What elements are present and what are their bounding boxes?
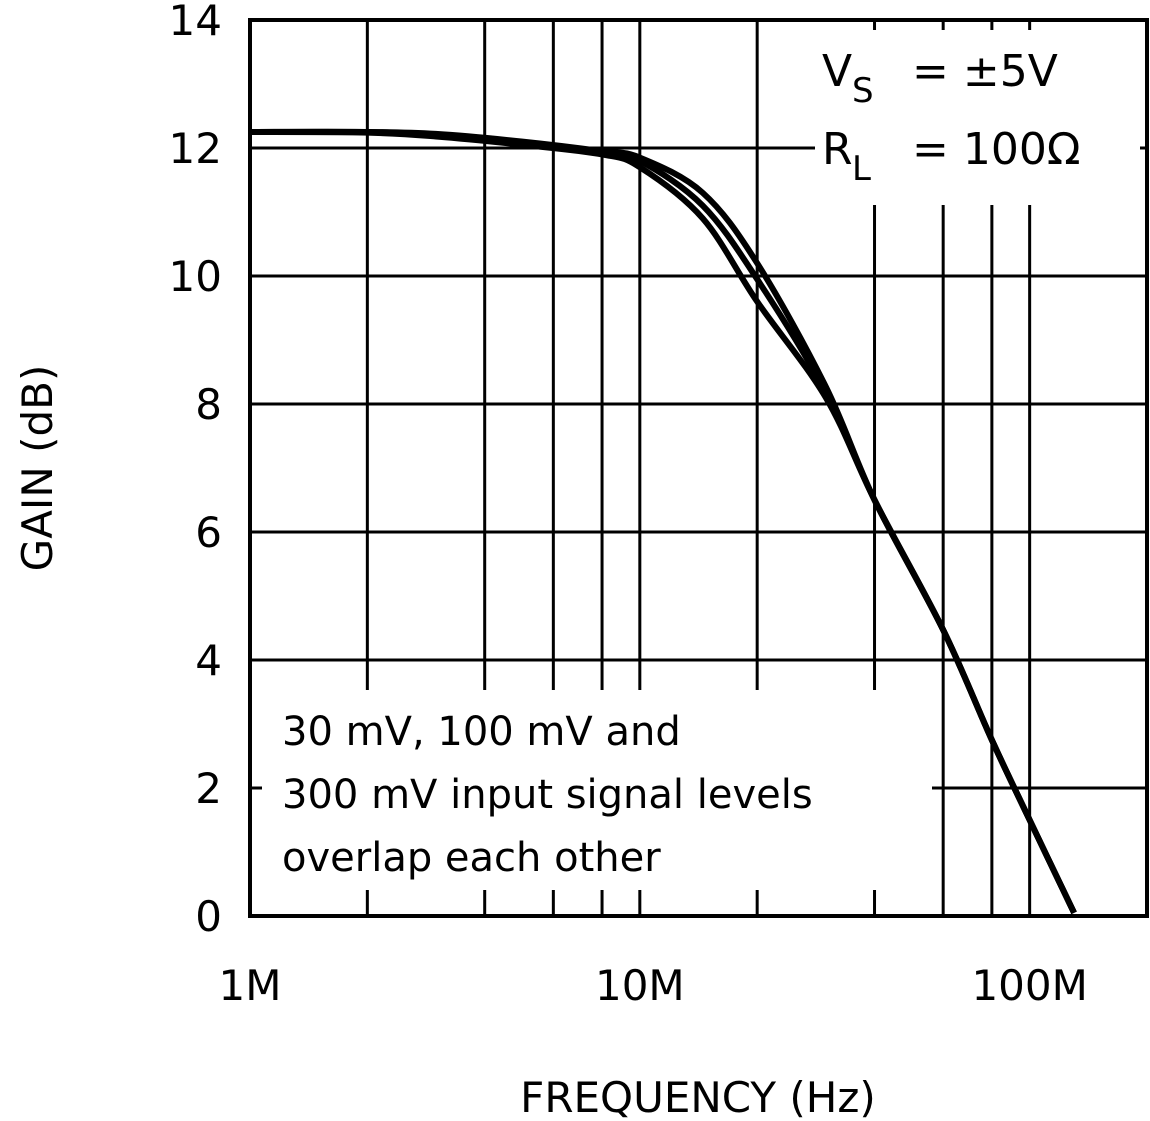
- supply-annotation-bg: [815, 30, 1140, 205]
- y-tick-label: 8: [195, 380, 222, 429]
- curves: [249, 128, 1077, 915]
- vs-label: V: [822, 46, 852, 97]
- note-line-3: overlap each other: [282, 835, 661, 881]
- x-tick-label: 10M: [595, 961, 685, 1010]
- x-axis-label: FREQUENCY (Hz): [520, 1073, 876, 1121]
- note-line-1: 30 mV, 100 mV and: [282, 709, 681, 755]
- vs-value: = ±5V: [912, 46, 1058, 97]
- y-tick-label: 6: [195, 508, 222, 557]
- y-tick-label: 0: [195, 892, 222, 941]
- x-tick-label: 1M: [219, 961, 282, 1010]
- y-tick-label: 12: [169, 124, 222, 173]
- note-line-2: 300 mV input signal levels: [282, 772, 813, 818]
- y-tick-label: 4: [195, 636, 222, 685]
- rl-value: = 100Ω: [912, 124, 1080, 175]
- tick-labels: 0 2 4 6 8 10 12 14 1M 10M 100M: [169, 0, 1088, 1010]
- y-tick-label: 10: [169, 252, 222, 301]
- plot-frame: [248, 18, 1149, 918]
- rl-sub: L: [852, 149, 871, 189]
- y-axis-label: GAIN (dB): [13, 365, 62, 572]
- rl-label: R: [822, 124, 853, 175]
- y-tick-label: 14: [169, 0, 222, 45]
- note-bg: [262, 690, 932, 890]
- y-tick-label: 2: [195, 764, 222, 813]
- vs-sub: S: [852, 71, 874, 111]
- x-tick-label: 100M: [971, 961, 1087, 1010]
- gain-curve: [249, 129, 1077, 915]
